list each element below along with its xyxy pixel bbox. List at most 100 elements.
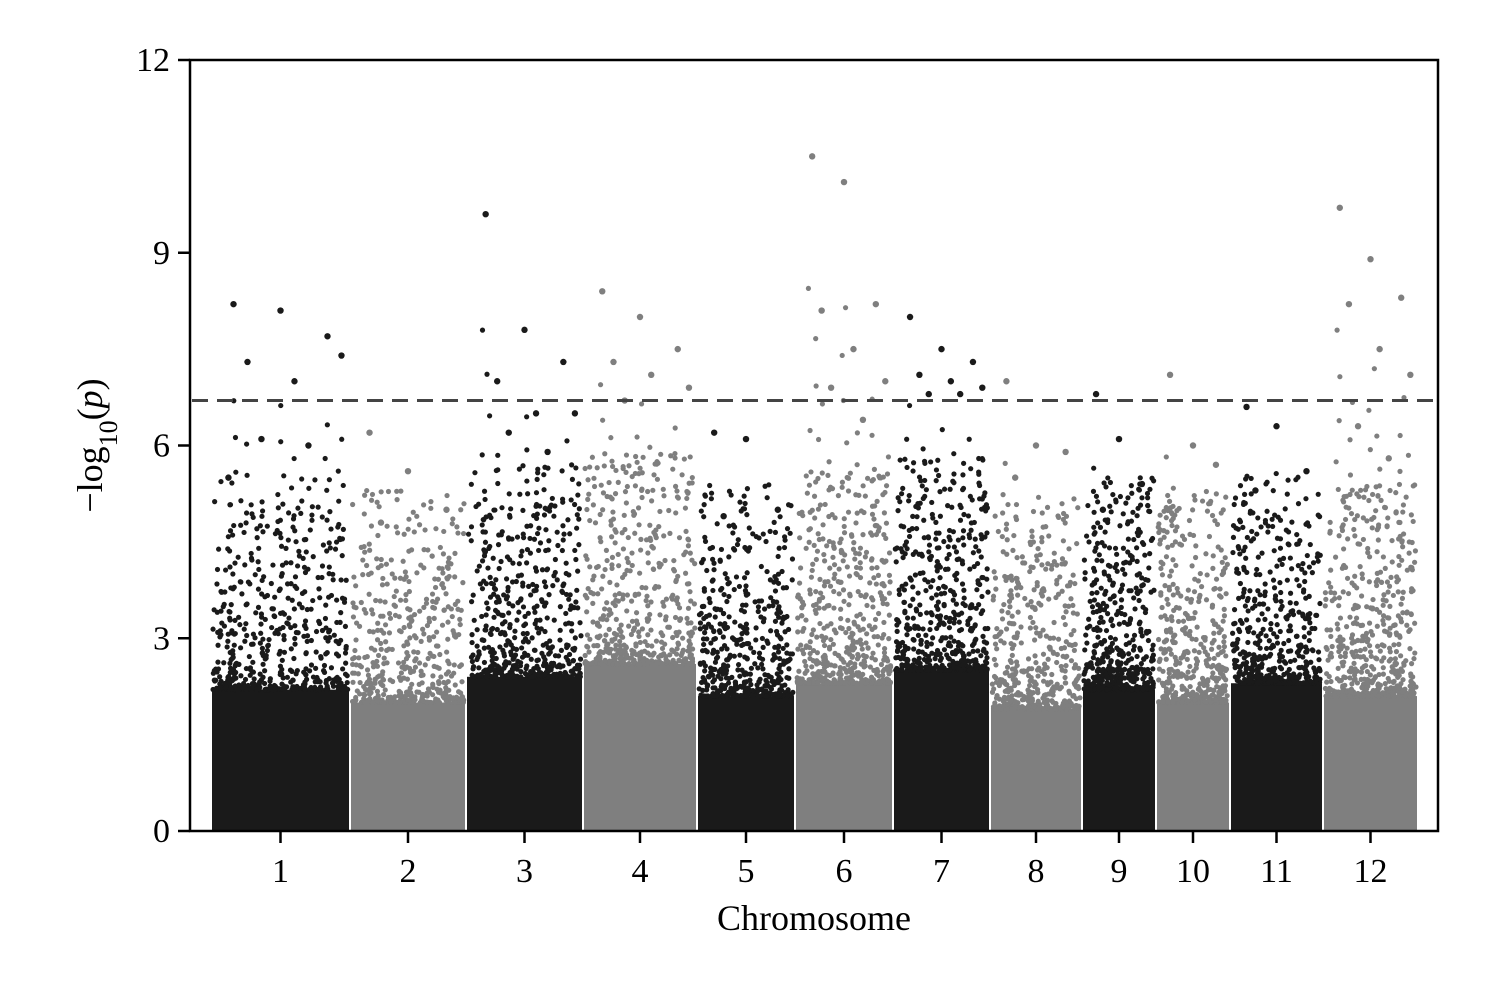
snp-point <box>218 608 224 614</box>
snp-point <box>487 594 494 600</box>
snp-point <box>241 626 247 632</box>
snp-point <box>401 659 407 665</box>
snp-point <box>1223 591 1229 597</box>
snp-point <box>906 533 913 540</box>
snp-point <box>231 522 237 529</box>
snp-point <box>878 661 885 668</box>
snp-point <box>308 606 314 612</box>
snp-point <box>364 562 370 569</box>
snp-point <box>524 663 530 669</box>
snp-point <box>220 604 226 610</box>
snp-point <box>485 605 491 612</box>
snp-point <box>474 643 480 649</box>
snp-point <box>681 456 687 462</box>
snp-point <box>765 640 771 646</box>
snp-point <box>933 519 939 525</box>
chromosome-3-points <box>465 211 584 830</box>
snp-point <box>612 491 619 497</box>
snp-point <box>284 674 291 680</box>
snp-point <box>1104 646 1110 652</box>
snp-point <box>922 577 928 583</box>
snp-point <box>420 672 426 678</box>
snp-point <box>1084 625 1090 631</box>
snp-point <box>784 674 790 681</box>
snp-point <box>1095 499 1101 505</box>
snp-point <box>488 631 494 638</box>
snp-point <box>602 451 608 457</box>
snp-point <box>1059 556 1066 562</box>
snp-point <box>808 469 814 475</box>
snp-point <box>688 633 694 639</box>
snp-point <box>591 483 598 490</box>
snp-point <box>1054 659 1060 666</box>
snp-point <box>542 505 548 511</box>
snp-point <box>875 572 882 578</box>
snp-point <box>275 491 281 498</box>
snp-point <box>339 553 345 559</box>
snp-point <box>410 509 416 515</box>
snp-point <box>639 584 645 591</box>
snp-point <box>783 585 790 591</box>
snp-point <box>1104 611 1111 617</box>
snp-point <box>448 561 454 567</box>
snp-point <box>992 575 999 581</box>
snp-point <box>1091 626 1097 633</box>
snp-point <box>1035 494 1042 500</box>
snp-point <box>776 674 782 680</box>
snp-point <box>384 523 390 529</box>
snp-point <box>852 556 858 562</box>
snp-point <box>1110 491 1116 498</box>
snp-point <box>563 671 569 677</box>
snp-point <box>980 574 986 581</box>
snp-point <box>911 646 917 652</box>
snp-point <box>252 635 258 641</box>
snp-point <box>941 583 947 589</box>
snp-point <box>686 644 692 650</box>
dense-snp-band <box>584 663 696 830</box>
snp-point <box>958 626 965 633</box>
snp-point <box>520 631 526 637</box>
snp-point <box>806 482 813 488</box>
snp-point <box>392 575 398 581</box>
snp-point <box>857 565 864 571</box>
snp-point <box>301 537 307 543</box>
snp-point <box>400 558 406 564</box>
snp-point <box>680 635 686 641</box>
snp-point <box>423 596 430 602</box>
snp-point <box>639 486 645 492</box>
snp-point <box>649 643 655 649</box>
snp-point <box>742 672 748 678</box>
snp-point <box>528 592 534 598</box>
snp-point <box>396 674 403 681</box>
snp-point <box>495 467 501 473</box>
snp-point <box>1138 666 1144 672</box>
snp-point <box>1030 508 1037 515</box>
snp-point <box>859 672 865 678</box>
snp-point <box>1101 569 1107 575</box>
snp-point <box>636 650 643 656</box>
snp-point <box>838 616 844 622</box>
snp-point <box>394 488 400 494</box>
snp-point <box>248 687 254 693</box>
snp-point <box>342 650 349 656</box>
snp-point <box>374 688 381 694</box>
snp-point <box>1036 706 1042 712</box>
snp-point <box>507 557 513 563</box>
top-snp-point <box>305 442 312 449</box>
snp-point <box>433 526 439 532</box>
snp-point <box>434 629 440 635</box>
top-snp-point <box>685 384 693 391</box>
snp-point <box>881 632 887 638</box>
snp-point <box>609 554 616 560</box>
snp-point <box>1010 547 1016 553</box>
snp-point <box>896 587 902 593</box>
snp-point <box>331 677 337 683</box>
snp-point <box>1150 666 1156 672</box>
snp-point <box>343 660 349 666</box>
top-snp-point <box>494 378 501 385</box>
snp-point <box>585 496 591 502</box>
snp-point <box>1189 563 1195 569</box>
snp-point <box>465 531 472 537</box>
chromosome-9-points <box>1081 390 1157 830</box>
snp-point <box>826 487 832 493</box>
